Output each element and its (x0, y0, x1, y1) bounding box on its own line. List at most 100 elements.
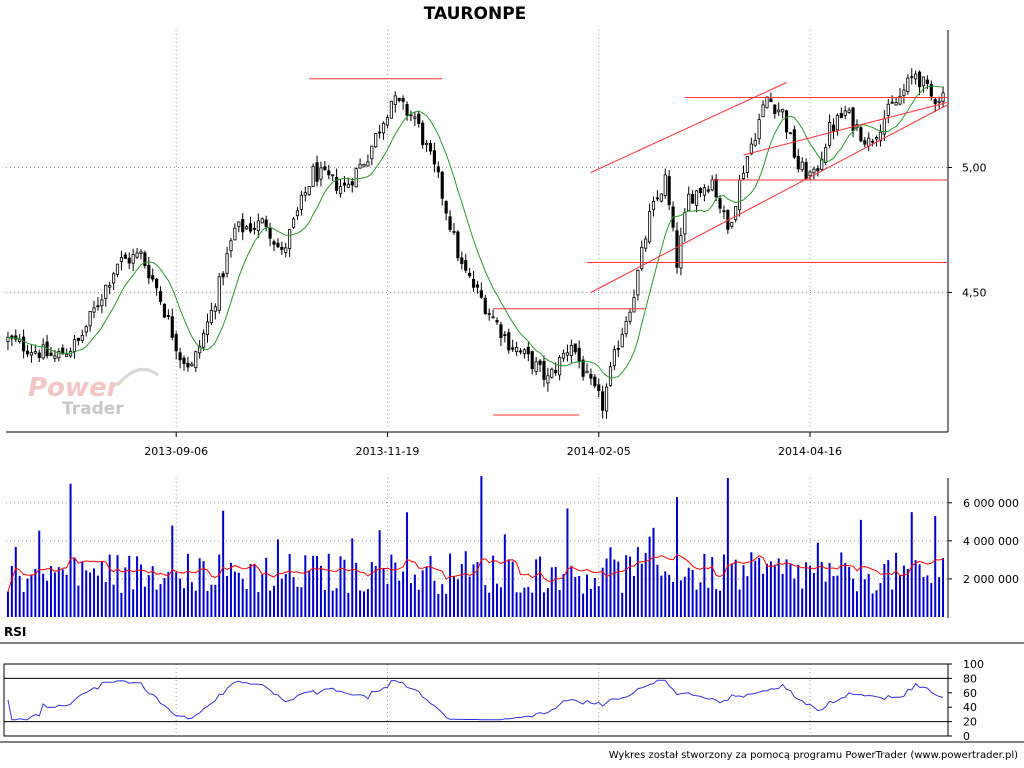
volume-bar (625, 555, 628, 617)
volume-bar (586, 574, 589, 617)
candle-body (115, 263, 120, 275)
candle (495, 317, 499, 325)
volume-bar (413, 574, 416, 617)
candle (593, 373, 597, 389)
candle-body (182, 357, 186, 364)
volume-bar (574, 576, 577, 617)
candle-body (311, 165, 315, 187)
candle (252, 221, 257, 235)
candle (76, 337, 80, 346)
volume-bar (601, 567, 604, 617)
candle (456, 230, 460, 262)
candle-body (378, 131, 382, 134)
candle (327, 164, 331, 180)
candle-body (112, 273, 116, 284)
candle-body (448, 216, 452, 230)
volume-bar (22, 591, 25, 617)
candle-body (937, 100, 941, 103)
candle (655, 190, 660, 202)
candle (867, 132, 871, 152)
candle-body (264, 219, 268, 228)
candle (378, 124, 382, 139)
candle-body (632, 297, 636, 313)
candle (687, 186, 691, 212)
volume-bar (895, 552, 898, 617)
candle (882, 110, 886, 141)
candle-body (61, 347, 65, 355)
candle-body (135, 252, 139, 258)
candle (276, 238, 280, 248)
candle-body (835, 114, 839, 131)
candle (202, 329, 206, 352)
candle (57, 348, 61, 362)
volume-bar (233, 571, 236, 617)
rsi-y-tick-label: 40 (963, 701, 977, 714)
volume-bar (476, 561, 479, 617)
volume-bar (679, 580, 682, 617)
candle (894, 97, 898, 106)
volume-bar (6, 591, 9, 617)
candle-body (14, 335, 18, 340)
volume-bar (93, 568, 96, 617)
candle (432, 142, 436, 173)
candle-body (440, 171, 444, 199)
candle-body (878, 131, 883, 142)
candle (816, 165, 820, 177)
candle (542, 355, 546, 387)
candle-body (691, 194, 695, 204)
volume-bar (906, 568, 909, 617)
candle (526, 341, 530, 362)
volume-bar (249, 563, 252, 617)
volume-bar (77, 585, 80, 617)
volume-bar (374, 566, 377, 617)
logo-line-1: Power (28, 373, 122, 403)
volume-bar (304, 555, 307, 617)
candle-body (108, 285, 112, 288)
volume-bar (120, 592, 123, 617)
volume-bar (366, 589, 369, 617)
volume-bar (738, 589, 741, 617)
volume-bar (210, 584, 213, 617)
volume-bar (769, 561, 772, 617)
volume-bar (883, 564, 886, 617)
candle (518, 348, 523, 355)
candle (96, 296, 100, 311)
candle (155, 278, 159, 296)
candle-body (929, 84, 933, 97)
candle-body (503, 334, 507, 337)
candle (530, 350, 534, 375)
candle-body (123, 254, 127, 259)
price-x-tick-label: 2013-11-19 (356, 445, 420, 458)
candle-body (683, 212, 687, 235)
candle (538, 359, 542, 372)
candle-body (569, 345, 573, 357)
candle-body (499, 324, 503, 338)
candle-body (252, 227, 257, 230)
volume-bar (613, 559, 616, 617)
volume-bar (331, 590, 334, 617)
volume-bar (57, 567, 60, 617)
candle-body (511, 347, 515, 350)
volume-bar (809, 565, 812, 617)
candle-body (863, 140, 867, 145)
candle-body (401, 97, 405, 102)
candle (25, 344, 30, 358)
candle (92, 300, 96, 319)
candle (608, 362, 613, 387)
candle-body (847, 109, 851, 113)
price-x-tick-label: 2014-02-05 (567, 445, 631, 458)
volume-bar (456, 579, 459, 617)
volume-bar (934, 516, 937, 617)
volume-bar (335, 588, 338, 617)
volume-bar (942, 558, 945, 617)
candle-body (515, 347, 519, 352)
candle (773, 104, 777, 119)
candle-body (663, 174, 667, 196)
candle-body (753, 139, 757, 146)
candle (573, 343, 577, 355)
volume-bar (531, 592, 534, 617)
candle-body (761, 104, 765, 118)
candle-body (57, 351, 61, 359)
volume-bar (691, 570, 694, 617)
candle-body (76, 337, 80, 341)
